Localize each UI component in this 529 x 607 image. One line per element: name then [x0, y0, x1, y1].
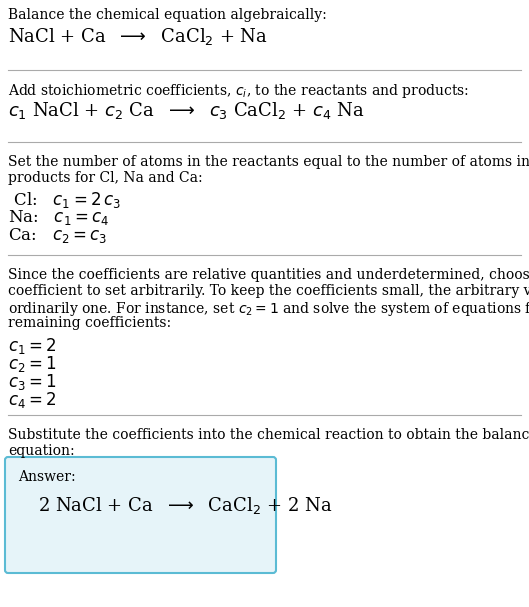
Text: $c_2 = 1$: $c_2 = 1$ [8, 354, 57, 374]
Text: products for Cl, Na and Ca:: products for Cl, Na and Ca: [8, 171, 203, 185]
Text: Set the number of atoms in the reactants equal to the number of atoms in the: Set the number of atoms in the reactants… [8, 155, 529, 169]
Text: Balance the chemical equation algebraically:: Balance the chemical equation algebraica… [8, 8, 327, 22]
Text: Cl:   $c_1 = 2\,c_3$: Cl: $c_1 = 2\,c_3$ [8, 190, 121, 210]
Text: Answer:: Answer: [18, 470, 76, 484]
Text: equation:: equation: [8, 444, 75, 458]
Text: remaining coefficients:: remaining coefficients: [8, 316, 171, 330]
Text: $c_1 = 2$: $c_1 = 2$ [8, 336, 57, 356]
Text: Add stoichiometric coefficients, $c_i$, to the reactants and products:: Add stoichiometric coefficients, $c_i$, … [8, 82, 469, 100]
Text: Substitute the coefficients into the chemical reaction to obtain the balanced: Substitute the coefficients into the che… [8, 428, 529, 442]
Text: $c_4 = 2$: $c_4 = 2$ [8, 390, 57, 410]
Text: $c_3 = 1$: $c_3 = 1$ [8, 372, 57, 392]
Text: Since the coefficients are relative quantities and underdetermined, choose a: Since the coefficients are relative quan… [8, 268, 529, 282]
Text: Ca:   $c_2 = c_3$: Ca: $c_2 = c_3$ [8, 226, 107, 245]
FancyBboxPatch shape [5, 457, 276, 573]
Text: $c_1$ NaCl + $c_2$ Ca  $\longrightarrow$  $c_3$ CaCl$_2$ + $c_4$ Na: $c_1$ NaCl + $c_2$ Ca $\longrightarrow$ … [8, 100, 364, 121]
Text: 2 NaCl + Ca  $\longrightarrow$  CaCl$_2$ + 2 Na: 2 NaCl + Ca $\longrightarrow$ CaCl$_2$ +… [38, 495, 332, 516]
Text: coefficient to set arbitrarily. To keep the coefficients small, the arbitrary va: coefficient to set arbitrarily. To keep … [8, 284, 529, 298]
Text: ordinarily one. For instance, set $c_2 = 1$ and solve the system of equations fo: ordinarily one. For instance, set $c_2 =… [8, 300, 529, 318]
Text: NaCl + Ca  $\longrightarrow$  CaCl$_2$ + Na: NaCl + Ca $\longrightarrow$ CaCl$_2$ + N… [8, 26, 268, 47]
Text: Na:   $c_1 = c_4$: Na: $c_1 = c_4$ [8, 208, 109, 227]
